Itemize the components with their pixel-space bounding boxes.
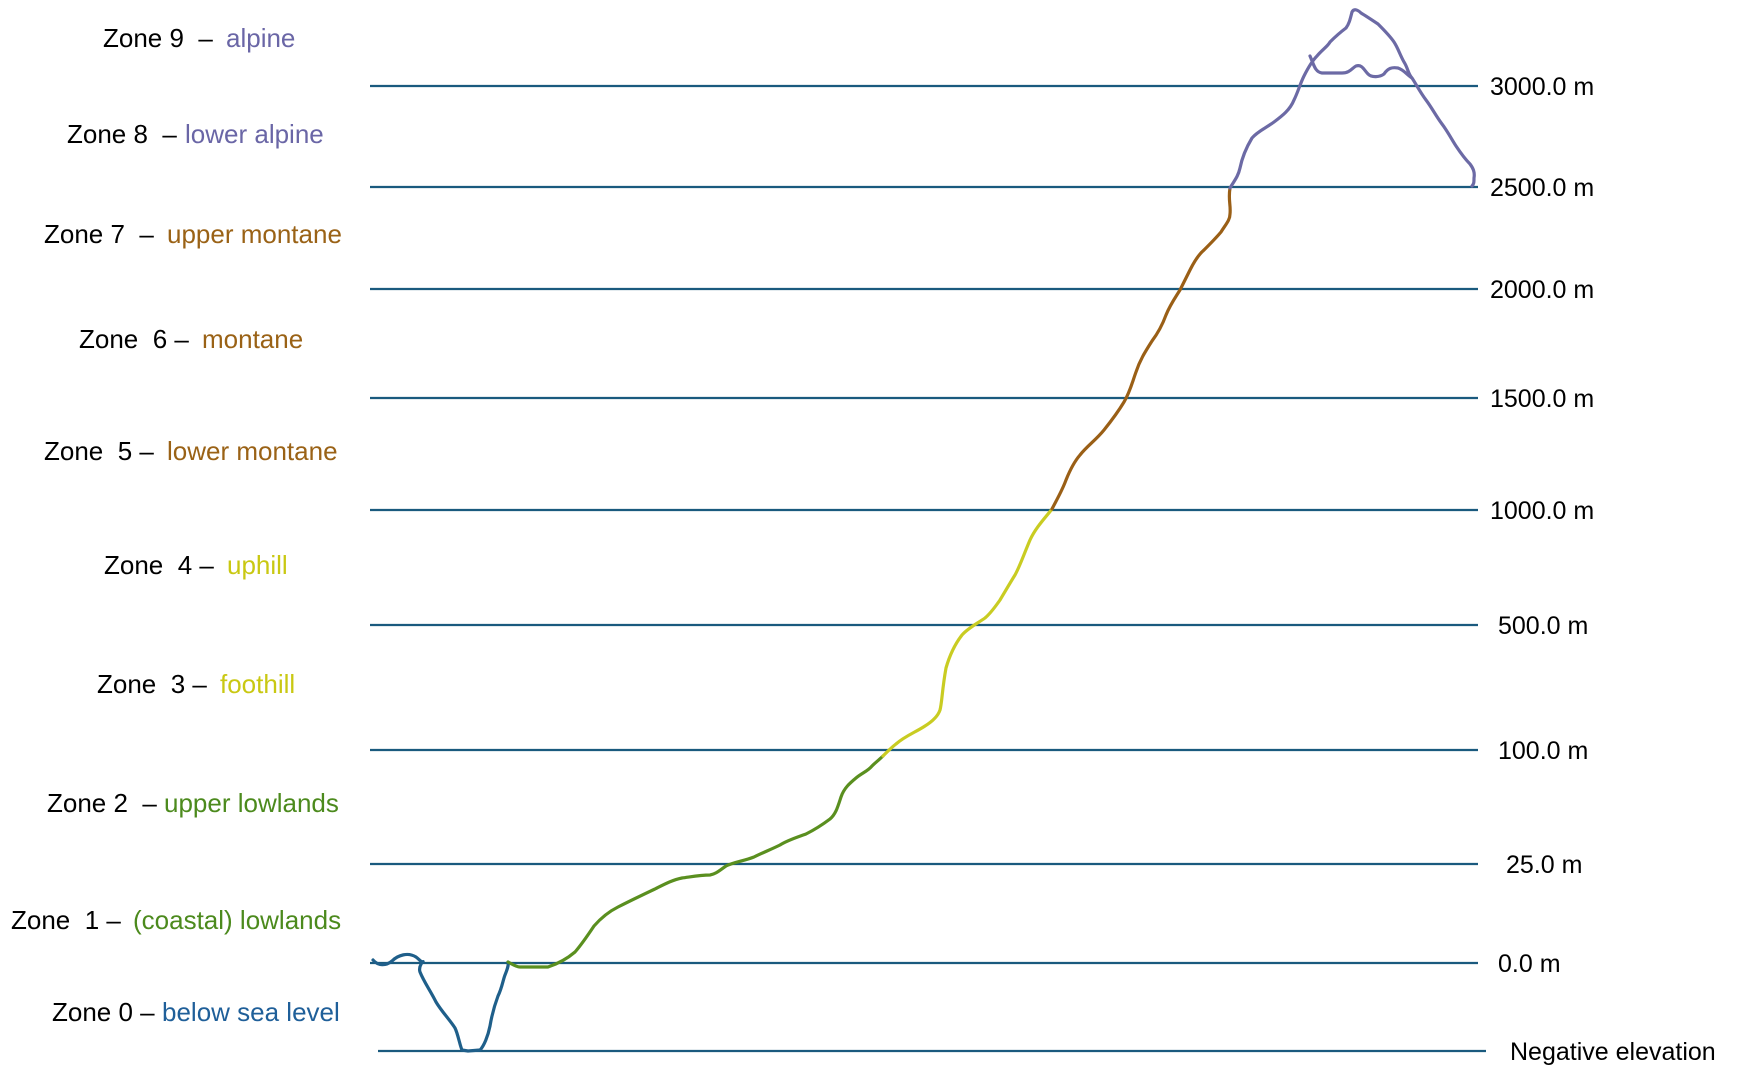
zone-1-prefix: Zone 1 – [11, 905, 121, 935]
zone-3-name: foothill [220, 669, 295, 699]
elevation-label-100: 100.0 m [1498, 737, 1588, 765]
boundary-lines [370, 84, 1486, 1053]
zone-5-prefix: Zone 5 – [44, 436, 154, 466]
zone-7-name: upper montane [167, 219, 342, 249]
zone-3-prefix: Zone 3 – [97, 669, 207, 699]
profile-segment-lowland [506, 754, 885, 969]
zone-2-prefix: Zone 2 – [47, 788, 157, 818]
elevation-label-negative: Negative elevation [1510, 1038, 1716, 1066]
zone-6-name: montane [202, 324, 303, 354]
zone-7-prefix: Zone 7 – [44, 219, 154, 249]
profile-segment-alpine [1228, 8, 1476, 190]
elevation-label-2000: 2000.0 m [1490, 276, 1594, 304]
zone-1-name: (coastal) lowlands [133, 905, 341, 935]
terrain-profile [371, 8, 1476, 1053]
zone-labels: Zone 9 – alpine Zone 8 – lower alpine Zone 7… [11, 23, 342, 1027]
elevation-label-3000: 3000.0 m [1490, 73, 1594, 101]
zone-4-name: uphill [227, 550, 288, 580]
profile-segment-montane [1050, 186, 1232, 511]
elevation-label-1500: 1500.0 m [1490, 385, 1594, 413]
zone-4-prefix: Zone 4 – [104, 550, 214, 580]
elevation-label-0: 0.0 m [1498, 950, 1561, 978]
zone-5-name: lower montane [167, 436, 338, 466]
zone-0-prefix: Zone 0 – [52, 997, 155, 1027]
zone-2-name: upper lowlands [164, 788, 339, 818]
profile-segment-sea [371, 952, 510, 1053]
elevation-label-500: 500.0 m [1498, 612, 1588, 640]
zone-0-name: below sea level [162, 997, 340, 1027]
elevation-labels: 3000.0 m 2500.0 m 2000.0 m 1500.0 m 1000.0 m… [1490, 73, 1716, 1066]
zone-6-prefix: Zone 6 – [79, 324, 189, 354]
elevation-label-2500: 2500.0 m [1490, 174, 1594, 202]
zone-8-prefix: Zone 8 – [67, 119, 177, 149]
zone-9-name: alpine [226, 23, 295, 53]
zone-8-name: lower alpine [185, 119, 324, 149]
profile-segment-hill [881, 507, 1054, 758]
elevation-label-25: 25.0 m [1506, 851, 1582, 879]
elevation-label-1000: 1000.0 m [1490, 497, 1594, 525]
zone-9-prefix: Zone 9 – [103, 23, 213, 53]
